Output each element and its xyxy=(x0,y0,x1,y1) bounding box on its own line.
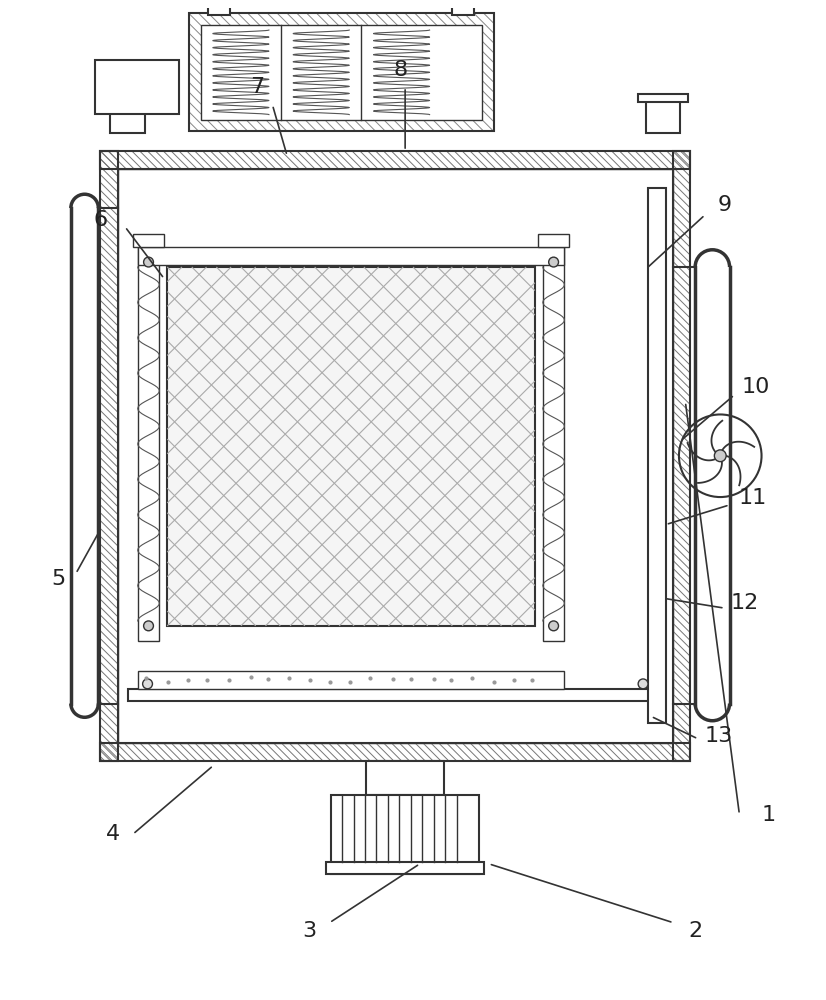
Bar xyxy=(648,188,666,723)
Bar xyxy=(110,99,145,133)
Text: 1: 1 xyxy=(762,805,776,825)
Bar xyxy=(128,689,662,701)
Text: 8: 8 xyxy=(393,60,407,80)
Bar xyxy=(538,234,569,247)
Bar xyxy=(189,13,494,131)
Circle shape xyxy=(143,679,153,689)
Bar xyxy=(118,169,672,743)
Circle shape xyxy=(548,621,558,631)
Text: 4: 4 xyxy=(106,824,121,844)
Bar xyxy=(138,671,564,689)
Text: 2: 2 xyxy=(688,921,702,941)
Text: 7: 7 xyxy=(250,77,264,97)
Bar xyxy=(138,247,564,265)
Text: 11: 11 xyxy=(738,488,767,508)
Text: 12: 12 xyxy=(730,593,758,613)
Bar xyxy=(201,25,482,120)
Bar xyxy=(138,247,159,641)
Bar xyxy=(100,743,691,761)
Bar xyxy=(453,0,474,15)
Text: 3: 3 xyxy=(302,921,317,941)
Bar xyxy=(543,247,564,641)
Bar xyxy=(366,761,444,795)
Text: 10: 10 xyxy=(742,377,771,397)
Text: 9: 9 xyxy=(718,195,732,215)
Text: 5: 5 xyxy=(51,569,65,589)
Circle shape xyxy=(548,257,558,267)
Bar xyxy=(102,94,153,102)
Circle shape xyxy=(714,450,726,462)
Bar xyxy=(100,151,691,169)
Bar xyxy=(133,234,164,247)
Bar xyxy=(167,267,535,626)
Bar xyxy=(672,151,691,761)
Bar xyxy=(100,151,118,761)
Circle shape xyxy=(144,621,154,631)
Circle shape xyxy=(638,679,648,689)
Bar xyxy=(208,0,230,15)
Bar xyxy=(326,862,484,874)
Text: 6: 6 xyxy=(93,210,107,230)
Text: 13: 13 xyxy=(705,726,733,746)
Bar xyxy=(638,94,688,102)
Bar xyxy=(96,60,179,114)
Bar xyxy=(331,795,479,874)
Circle shape xyxy=(144,257,154,267)
Bar xyxy=(646,99,681,133)
